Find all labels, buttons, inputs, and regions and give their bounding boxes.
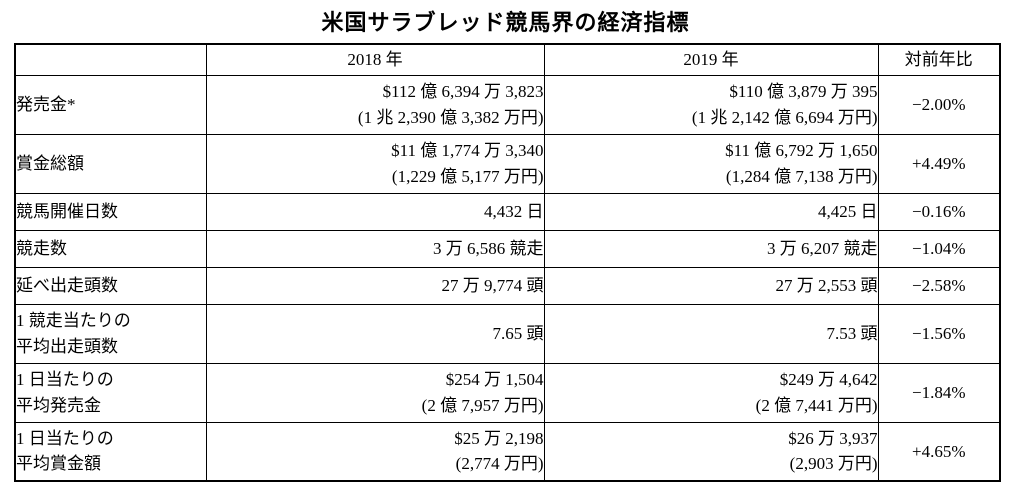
table-row: 賞金総額 $11 億 1,774 万 3,340 (1,229 億 5,177 … — [14, 133, 1001, 194]
yoy-value: −1.84% — [877, 362, 1001, 423]
table-row: 1 日当たりの 平均賞金額 $25 万 2,198 (2,774 万円) $26… — [14, 421, 1001, 482]
value-2018: $11 億 1,774 万 3,340 (1,229 億 5,177 万円) — [205, 133, 545, 194]
yoy-value: +4.49% — [877, 133, 1001, 194]
yoy-value: −2.58% — [877, 266, 1001, 305]
row-label: 発売金* — [14, 74, 207, 135]
value-2018: $254 万 1,504 (2 億 7,957 万円) — [205, 362, 545, 423]
row-label: 延べ出走頭数 — [14, 266, 207, 305]
value-2019: $26 万 3,937 (2,903 万円) — [543, 421, 879, 482]
yoy-value: −0.16% — [877, 192, 1001, 231]
table-row: 競走数 3 万 6,586 競走 3 万 6,207 競走 −1.04% — [14, 229, 1001, 268]
table-row: 1 日当たりの 平均発売金 $254 万 1,504 (2 億 7,957 万円… — [14, 362, 1001, 423]
table-row: 発売金* $112 億 6,394 万 3,823 (1 兆 2,390 億 3… — [14, 74, 1001, 135]
row-label: 競馬開催日数 — [14, 192, 207, 231]
col-header-2019: 2019 年 — [543, 43, 879, 76]
value-2018: 27 万 9,774 頭 — [205, 266, 545, 305]
value-2018: $112 億 6,394 万 3,823 (1 兆 2,390 億 3,382 … — [205, 74, 545, 135]
value-2018: 7.65 頭 — [205, 303, 545, 364]
value-2019: $11 億 6,792 万 1,650 (1,284 億 7,138 万円) — [543, 133, 879, 194]
value-2018: 4,432 日 — [205, 192, 545, 231]
value-2019: 27 万 2,553 頭 — [543, 266, 879, 305]
value-2018: 3 万 6,586 競走 — [205, 229, 545, 268]
value-2019: 4,425 日 — [543, 192, 879, 231]
yoy-value: −1.04% — [877, 229, 1001, 268]
page-title: 米国サラブレッド競馬界の経済指標 — [321, 10, 690, 35]
yoy-value: −2.00% — [877, 74, 1001, 135]
col-header-yoy: 対前年比 — [877, 43, 1001, 76]
table-row: 1 競走当たりの 平均出走頭数 7.65 頭 7.53 頭 −1.56% — [14, 303, 1001, 364]
row-label: 賞金総額 — [14, 133, 207, 194]
table-row: 延べ出走頭数 27 万 9,774 頭 27 万 2,553 頭 −2.58% — [14, 266, 1001, 305]
value-2019: 7.53 頭 — [543, 303, 879, 364]
row-label: 1 日当たりの 平均発売金 — [14, 362, 207, 423]
table-row: 競馬開催日数 4,432 日 4,425 日 −0.16% — [14, 192, 1001, 231]
yoy-value: +4.65% — [877, 421, 1001, 482]
value-2019: 3 万 6,207 競走 — [543, 229, 879, 268]
value-2019: $249 万 4,642 (2 億 7,441 万円) — [543, 362, 879, 423]
corner-header-cell — [14, 43, 207, 76]
economic-indicators-table: 2018 年 2019 年 対前年比 発売金* $112 億 6,394 万 3… — [14, 43, 1001, 482]
yoy-value: −1.56% — [877, 303, 1001, 364]
row-label: 1 競走当たりの 平均出走頭数 — [14, 303, 207, 364]
header-row: 2018 年 2019 年 対前年比 — [14, 43, 1001, 76]
col-header-2018: 2018 年 — [205, 43, 545, 76]
value-2018: $25 万 2,198 (2,774 万円) — [205, 421, 545, 482]
row-label: 競走数 — [14, 229, 207, 268]
value-2019: $110 億 3,879 万 395 (1 兆 2,142 億 6,694 万円… — [543, 74, 879, 135]
row-label: 1 日当たりの 平均賞金額 — [14, 421, 207, 482]
